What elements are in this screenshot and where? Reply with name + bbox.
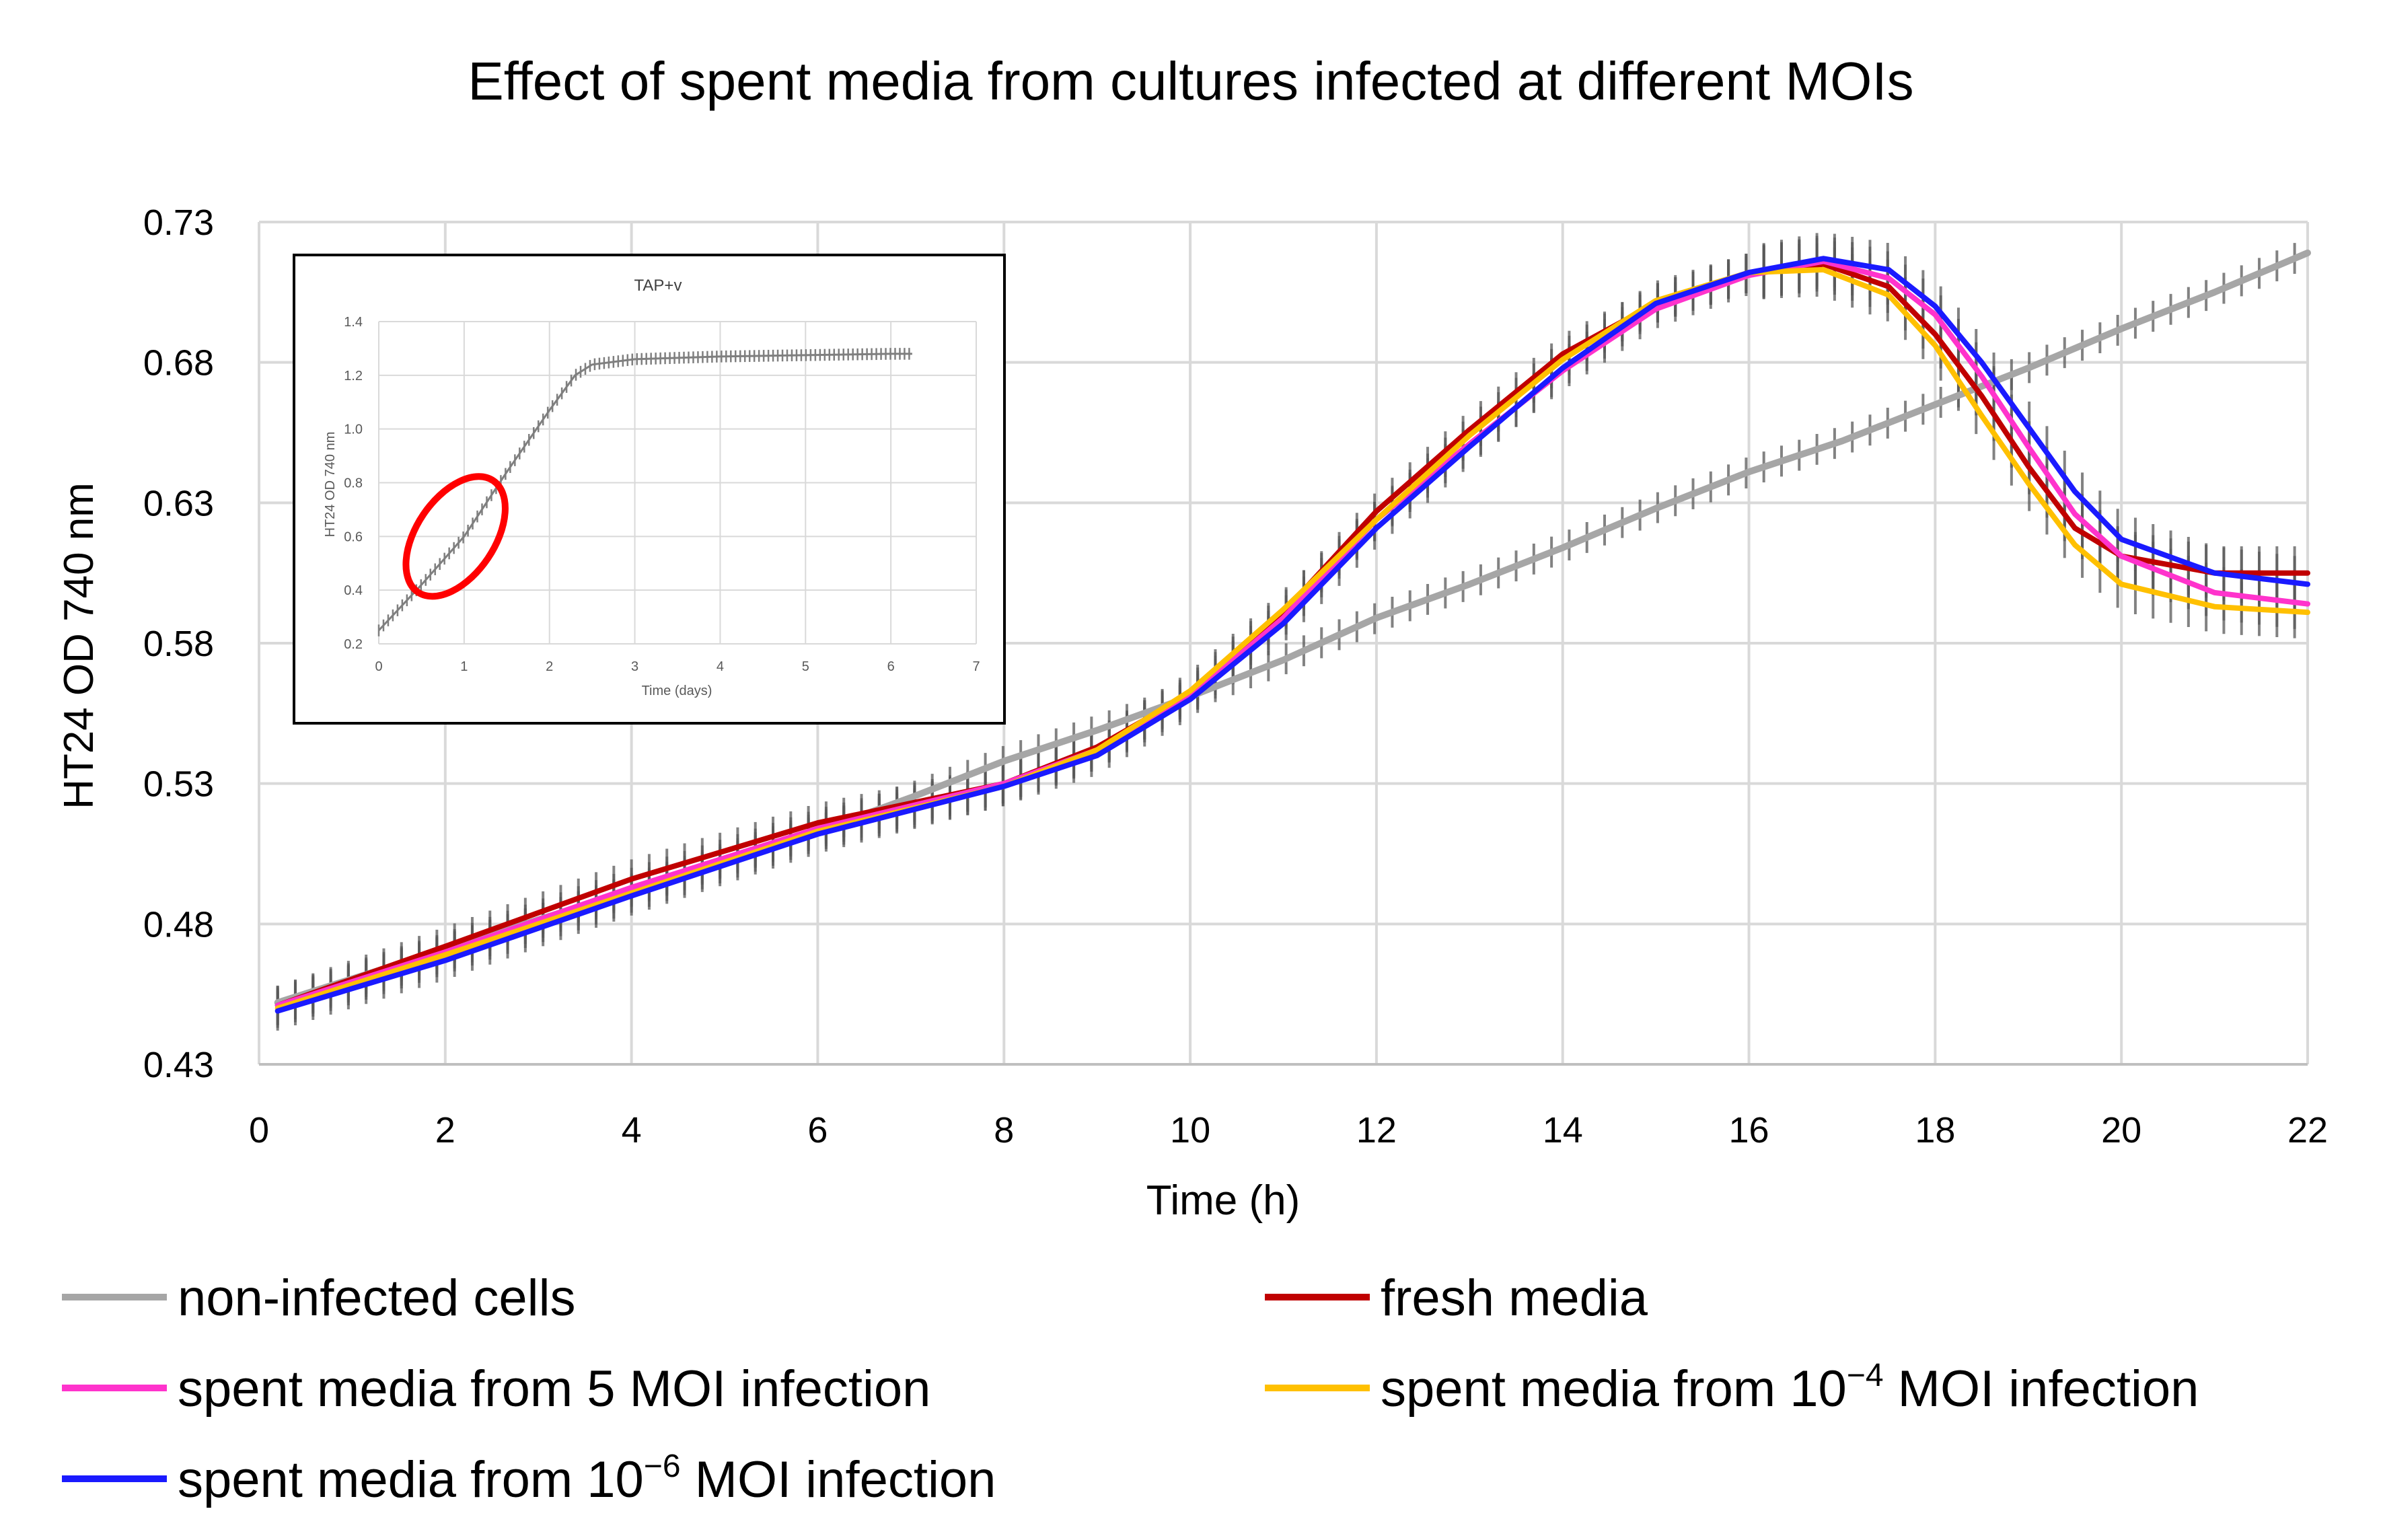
y-axis-title: HT24 OD 740 nm: [56, 482, 102, 809]
inset-y-tick-label: 1.2: [344, 369, 363, 383]
x-tick-label: 6: [807, 1110, 828, 1150]
inset-series: [377, 348, 912, 636]
x-tick-label: 2: [435, 1110, 455, 1150]
x-axis-ticks: 0 2 4 6 8 10 12 14 16 18 20 22: [249, 1110, 2328, 1150]
inset-y-axis-title: HT24 OD 740 nm: [323, 432, 338, 538]
inset-series-line: [377, 353, 912, 632]
inset-x-tick-label: 5: [802, 659, 809, 674]
inset-y-tick-label: 1.0: [344, 423, 363, 437]
y-axis-ticks: 0.43 0.48 0.53 0.58 0.63 0.68 0.73: [143, 203, 214, 1085]
x-tick-label: 0: [249, 1110, 269, 1150]
inset-title: TAP+v: [634, 277, 682, 295]
series-line: [274, 256, 2310, 1014]
inset-y-tick-label: 0.4: [344, 583, 363, 598]
inset-x-axis-title: Time (days): [642, 684, 712, 698]
chart-title: Effect of spent media from cultures infe…: [468, 51, 1913, 111]
grid: [258, 221, 2309, 1066]
y-tick-label: 0.58: [143, 624, 214, 664]
inset-chart: TAP+v 0 1 2 3 4 5 6 7 0.2 0.4 0.6 0.8 1.0 1.2 1.4 Time…: [293, 254, 1006, 725]
inset-y-tick-label: 0.6: [344, 529, 363, 544]
series-lines: [274, 249, 2311, 1014]
legend-label: non-infected cells: [178, 1270, 575, 1327]
inset-x-tick-label: 6: [887, 659, 895, 674]
x-tick-label: 22: [2287, 1110, 2328, 1150]
x-tick-label: 14: [1543, 1110, 1583, 1150]
legend-label: spent media from 10−6 MOI infection: [178, 1449, 996, 1508]
legend-label: fresh media: [1381, 1270, 1648, 1327]
inset-grid: [378, 321, 977, 645]
highlight-circle: [402, 473, 509, 600]
x-tick-label: 16: [1729, 1110, 1769, 1150]
inset-x-tick-label: 3: [631, 659, 638, 674]
inset-x-tick-label: 1: [460, 659, 468, 674]
series-line: [274, 258, 2310, 1009]
y-tick-label: 0.48: [143, 904, 214, 945]
x-tick-label: 18: [1915, 1110, 1955, 1150]
legend: non-infected cells fresh media spent media…: [62, 1270, 2199, 1508]
inset-x-tick-label: 2: [546, 659, 553, 674]
legend-label: spent media from 10−4 MOI infection: [1381, 1358, 2199, 1418]
y-tick-label: 0.73: [143, 203, 214, 243]
y-tick-label: 0.63: [143, 483, 214, 523]
x-tick-label: 20: [2101, 1110, 2141, 1150]
x-tick-label: 10: [1170, 1110, 1210, 1150]
legend-label: spent media from 5 MOI infection: [178, 1360, 930, 1418]
x-tick-label: 8: [994, 1110, 1014, 1150]
inset-ticks: 0 1 2 3 4 5 6 7 0.2 0.4 0.6 0.8 1.0 1.2 1.4: [344, 315, 980, 674]
y-tick-label: 0.68: [143, 343, 214, 383]
inset-x-tick-label: 0: [375, 659, 382, 674]
x-axis-title: Time (h): [1146, 1177, 1300, 1224]
inset-y-tick-label: 1.4: [344, 315, 363, 330]
x-tick-label: 4: [622, 1110, 642, 1150]
y-tick-label: 0.53: [143, 764, 214, 805]
y-tick-label: 0.43: [143, 1045, 214, 1085]
inset-y-tick-label: 0.2: [344, 637, 363, 652]
inset-frame: [293, 254, 1006, 725]
x-tick-label: 12: [1356, 1110, 1397, 1150]
inset-x-tick-label: 4: [717, 659, 724, 674]
inset-x-tick-label: 7: [972, 659, 980, 674]
inset-y-tick-label: 0.8: [344, 476, 363, 491]
